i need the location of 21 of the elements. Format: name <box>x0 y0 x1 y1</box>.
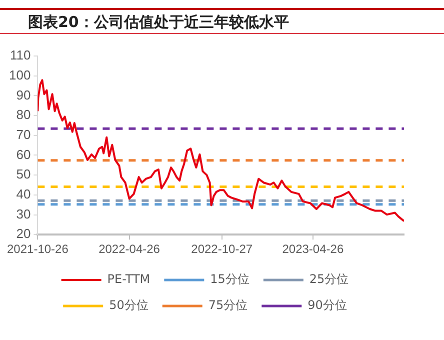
y-tick-label: 20 <box>16 226 31 242</box>
y-tick-label: 60 <box>16 146 31 162</box>
x-tick-label: 2021-10-26 <box>6 242 69 256</box>
legend-label: 25分位 <box>309 272 349 286</box>
y-tick-label: 70 <box>16 126 31 142</box>
x-tick-label: 2022-10-27 <box>191 242 253 256</box>
y-tick-label: 40 <box>16 186 31 202</box>
chart-title: 图表20：公司估值处于近三年较低水平 <box>0 8 444 34</box>
y-tick-label: 100 <box>8 67 31 82</box>
y-tick-label: 80 <box>16 107 31 122</box>
legend-label: 50分位 <box>109 298 148 312</box>
legend-label: 75分位 <box>208 298 248 312</box>
y-tick-label: 50 <box>16 166 31 182</box>
x-tick-label: 2023-04-26 <box>282 242 344 256</box>
y-tick-label: 110 <box>10 48 31 63</box>
legend-label: PE-TTM <box>107 272 150 286</box>
y-tick-label: 90 <box>16 87 31 102</box>
legend-label: 15分位 <box>210 272 250 286</box>
x-tick-label: 2022-04-26 <box>98 242 160 256</box>
y-tick-label: 30 <box>16 206 31 222</box>
legend-label: 90分位 <box>308 298 347 312</box>
